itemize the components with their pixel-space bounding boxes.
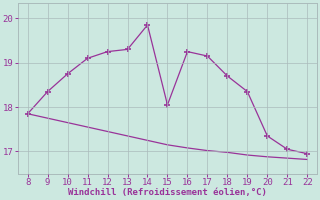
X-axis label: Windchill (Refroidissement éolien,°C): Windchill (Refroidissement éolien,°C)	[68, 188, 267, 197]
